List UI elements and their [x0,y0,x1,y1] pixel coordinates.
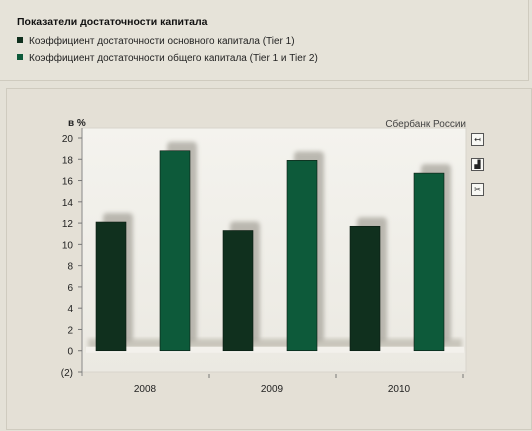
legend-title: Показатели достаточности капитала [17,16,208,28]
bar [349,225,381,352]
bar-chart-icon[interactable]: ▟ [471,158,484,171]
bar [413,172,445,352]
y-tick-label: 14 [62,198,74,209]
chart-title: Сбербанк России [385,118,466,130]
bar [286,160,318,352]
legend-item-label: Коэффициент достаточности основного капи… [29,36,295,47]
y-tick-label: 16 [62,177,74,188]
y-tick-label: (2) [61,368,73,379]
legend-panel: Показатели достаточности капитала Коэффи… [0,0,529,81]
expand-icon[interactable]: ↤ [471,133,484,146]
legend-swatch [17,37,23,43]
legend-item-label: Коэффициент достаточности общего капитал… [29,53,318,64]
bar [95,221,127,352]
bar [159,150,191,352]
y-tick-label: 12 [62,219,74,230]
x-tick-label: 2008 [134,384,157,395]
x-tick-label: 2009 [261,384,284,395]
legend-item-tier1: Коэффициент достаточности основного капи… [17,36,295,47]
y-tick-label: 18 [62,155,74,166]
y-tick-label: 8 [67,262,73,273]
legend-item-tier1-tier2: Коэффициент достаточности общего капитал… [17,53,318,64]
floor-plane [86,346,464,353]
legend-swatch [17,54,23,60]
y-tick-label: 2 [67,325,73,336]
bar [222,230,254,352]
y-tick-label: 20 [62,134,74,145]
plot-area [81,127,467,373]
y-tick-label: 0 [67,347,73,358]
scissors-icon[interactable]: ✂ [471,183,484,196]
x-tick-label: 2010 [388,384,411,395]
y-tick-label: 4 [67,304,73,315]
y-tick-label: 6 [67,283,73,294]
y-tick-label: 10 [62,240,74,251]
floor-shadow [88,338,462,349]
y-axis-label: в % [68,118,86,129]
